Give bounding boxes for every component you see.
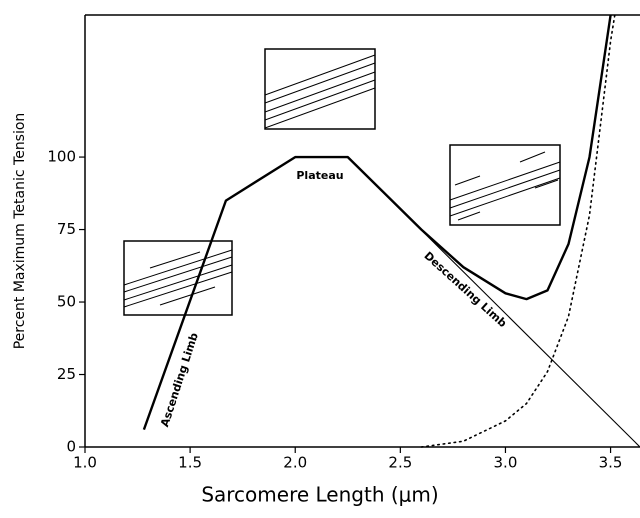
x-tick-label: 1.5: [178, 454, 202, 472]
filament: [264, 54, 376, 96]
y-tick-label: 50: [57, 293, 76, 311]
inset-box: [264, 48, 376, 130]
x-tick-label: 2.5: [388, 454, 412, 472]
sarcomere-inset: [264, 48, 376, 130]
inset-box: [449, 144, 561, 226]
y-tick-label: 100: [47, 148, 76, 166]
thick-filament: [149, 251, 201, 269]
x-tick-label: 3.5: [599, 454, 623, 472]
x-tick-label: 3.0: [494, 454, 518, 472]
filament: [123, 249, 233, 286]
x-axis-label: Sarcomere Length (μm): [201, 483, 438, 507]
x-tick-label: 1.0: [73, 454, 97, 472]
annotation: Plateau: [296, 169, 343, 182]
inset-box: [123, 240, 233, 316]
filament: [264, 62, 376, 104]
thick-filament: [534, 179, 559, 189]
filament: [264, 87, 376, 129]
y-tick-label: 75: [57, 220, 76, 238]
x-tick-label: 2.0: [283, 454, 307, 472]
data-line: [420, 14, 616, 448]
thick-filament: [454, 175, 481, 186]
filament: [449, 169, 561, 209]
filament: [123, 264, 233, 301]
sarcomere-inset: [123, 240, 233, 316]
y-axis-label: Percent Maximum Tetanic Tension: [12, 113, 28, 350]
filament: [449, 161, 561, 201]
thick-filament: [457, 211, 481, 221]
filament: [264, 79, 376, 121]
annotation: Ascending Limb: [158, 331, 201, 428]
filament: [123, 271, 233, 308]
y-tick-label: 25: [57, 365, 76, 383]
annotation: Descending Limb: [422, 249, 510, 330]
filament: [123, 256, 233, 293]
filament: [449, 177, 561, 217]
data-line: [347, 156, 640, 448]
data-line: [142, 14, 612, 431]
thick-filament: [519, 151, 546, 163]
sarcomere-inset: [449, 144, 561, 226]
thick-filament: [159, 286, 216, 306]
filament: [264, 71, 376, 113]
axes: 1.0 1.5 2.0 2.5 3.0 3.5 0 25 50 75 100: [47, 14, 640, 472]
y-tick-label: 0: [66, 438, 76, 456]
